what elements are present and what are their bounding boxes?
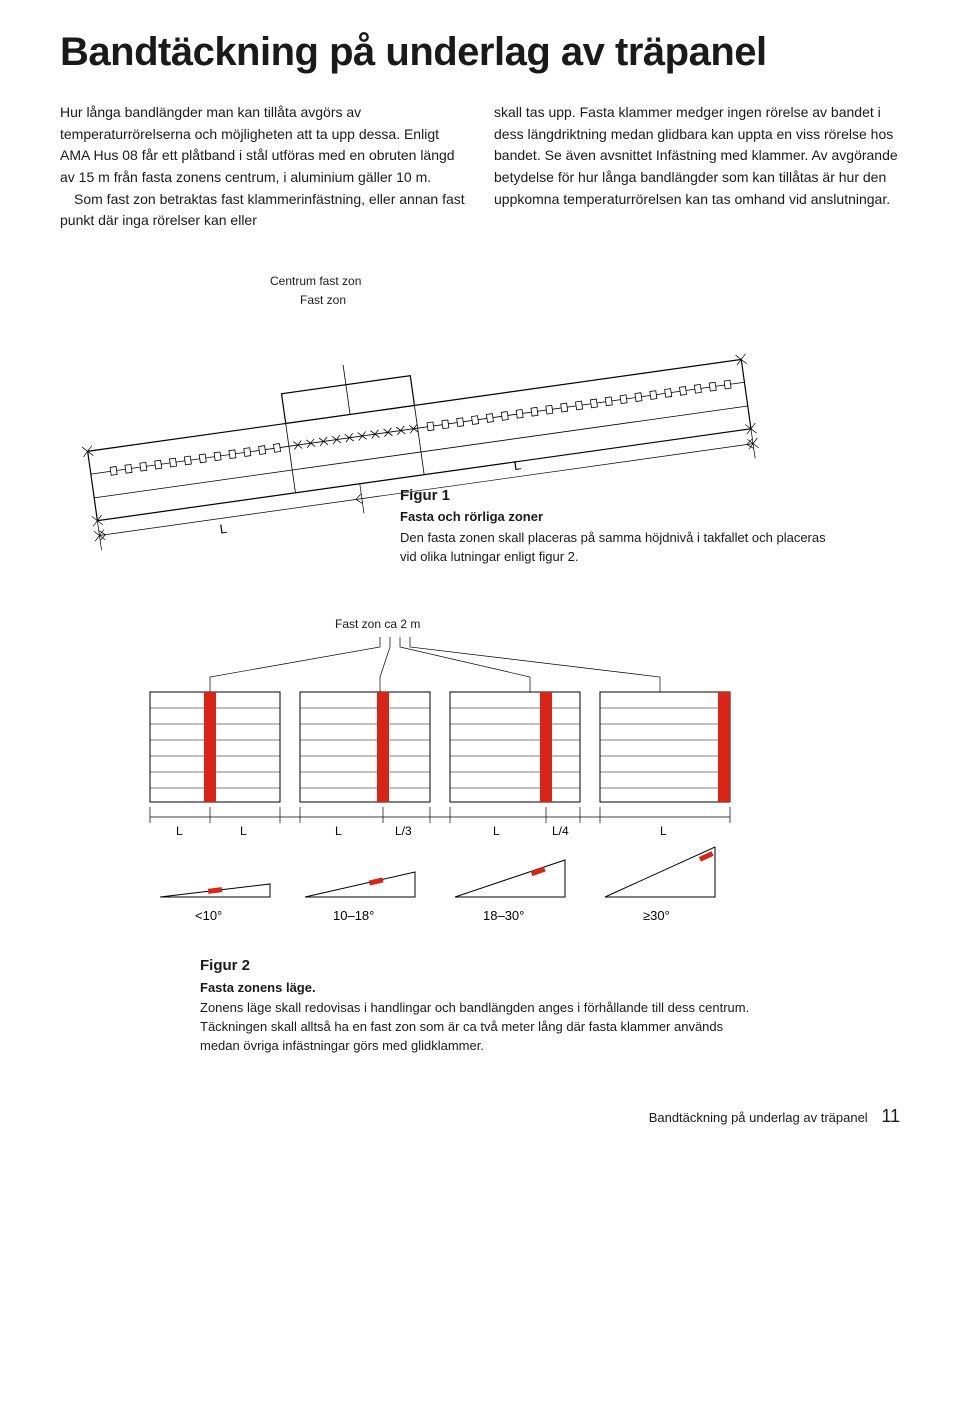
body-p3: skall tas upp. Fasta klammer medger inge… — [494, 102, 900, 210]
figure-1-block: Centrum fast zon Fast zon — [60, 272, 900, 567]
page-footer: Bandtäckning på underlag av träpanel 11 — [60, 1106, 900, 1127]
svg-text:L: L — [240, 824, 247, 838]
svg-text:L/3: L/3 — [395, 824, 412, 838]
svg-text:18–30°: 18–30° — [483, 908, 524, 923]
svg-text:L: L — [660, 824, 667, 838]
svg-text:10–18°: 10–18° — [333, 908, 374, 923]
figure-2-caption: Figur 2 Fasta zonens läge. Zonens läge s… — [200, 955, 760, 1056]
svg-text:L: L — [493, 824, 500, 838]
figure-1-title: Figur 1 — [400, 485, 830, 507]
body-p1: Hur långa bandlängder man kan tillåta av… — [60, 102, 466, 189]
figure-2-title: Figur 2 — [200, 955, 760, 977]
column-left: Hur långa bandlängder man kan tillåta av… — [60, 102, 466, 232]
figure-2-text: Zonens läge skall redovisas i handlingar… — [200, 999, 760, 1056]
label-centrum: Centrum fast zon — [270, 272, 900, 291]
figure-2-top-label: Fast zon ca 2 m — [335, 617, 900, 631]
figure-1-subtitle: Fasta och rörliga zoner — [400, 508, 830, 527]
body-columns: Hur långa bandlängder man kan tillåta av… — [60, 102, 900, 232]
svg-text:L: L — [335, 824, 342, 838]
figure-2-subtitle: Fasta zonens läge. — [200, 979, 760, 998]
label-fastzon: Fast zon — [300, 291, 900, 310]
figure-1-caption: Figur 1 Fasta och rörliga zoner Den fast… — [400, 485, 830, 567]
figure-1-labels: Centrum fast zon Fast zon — [270, 272, 900, 310]
figure-2-block: Fast zon ca 2 m — [60, 617, 900, 1056]
svg-text:<10°: <10° — [195, 908, 222, 923]
page-number: 11 — [881, 1106, 900, 1126]
svg-text:L: L — [219, 520, 228, 536]
body-p2: Som fast zon betraktas fast klammerinfäs… — [60, 189, 466, 232]
column-right: skall tas upp. Fasta klammer medger inge… — [494, 102, 900, 232]
page-title: Bandtäckning på underlag av träpanel — [60, 30, 900, 74]
figure-1-text: Den fasta zonen skall placeras på samma … — [400, 529, 830, 567]
svg-text:L: L — [176, 824, 183, 838]
svg-text:L/4: L/4 — [552, 824, 569, 838]
svg-text:≥30°: ≥30° — [643, 908, 670, 923]
footer-text: Bandtäckning på underlag av träpanel — [649, 1110, 868, 1125]
figure-2-diagram: L L L L/3 L L/4 L <10° — [60, 637, 780, 937]
